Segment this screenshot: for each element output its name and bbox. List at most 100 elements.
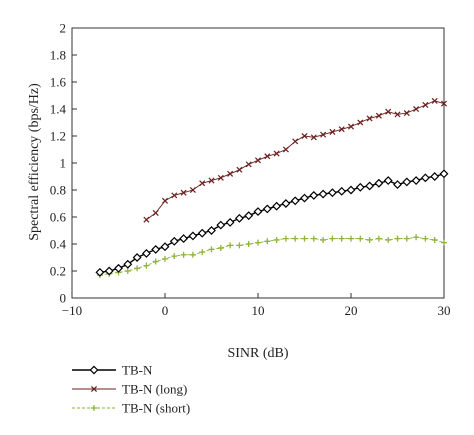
y-tick-label: 0.4	[50, 237, 67, 252]
y-tick-label: 1	[60, 156, 67, 171]
data-point	[262, 204, 272, 214]
legend-item: TB-N	[72, 363, 153, 378]
data-point	[431, 236, 438, 243]
legend: TB-N TB-N (long) TB-N (short)	[72, 363, 190, 416]
data-point	[385, 236, 392, 243]
x-tick-label: −10	[62, 303, 82, 318]
data-point	[227, 242, 234, 249]
data-point	[394, 235, 401, 242]
x-tick-label: 10	[252, 303, 265, 318]
data-point	[245, 241, 252, 247]
data-point	[374, 178, 384, 188]
data-point	[132, 253, 142, 262]
legend-item: TB-N (long)	[72, 382, 187, 397]
data-point	[123, 259, 133, 269]
data-point	[375, 112, 382, 119]
x-tick-label: 20	[345, 303, 358, 318]
series-tb-n-long	[143, 97, 448, 223]
legend-item: TB-N (short)	[72, 401, 190, 416]
data-point	[197, 228, 207, 238]
data-point	[413, 105, 420, 113]
data-point	[403, 235, 410, 242]
data-point	[244, 211, 254, 221]
data-point	[225, 217, 235, 227]
legend-marker	[91, 405, 97, 411]
legend-marker	[90, 385, 98, 393]
data-point	[114, 263, 123, 273]
data-point	[141, 249, 151, 258]
data-point	[282, 235, 289, 242]
data-point	[152, 209, 159, 216]
data-point	[264, 238, 271, 245]
data-point	[422, 235, 429, 242]
data-point	[310, 134, 317, 141]
data-point	[402, 177, 412, 187]
data-point	[169, 236, 179, 246]
data-point	[338, 235, 345, 242]
data-point	[199, 249, 206, 256]
data-point	[292, 138, 299, 145]
legend-marker	[89, 365, 99, 375]
x-tick-label: 0	[162, 303, 169, 318]
data-point	[347, 123, 355, 130]
y-tick-label: 0.6	[50, 210, 67, 225]
data-point	[95, 267, 105, 277]
data-point	[208, 246, 215, 253]
data-point	[394, 111, 401, 118]
y-tick-label: 1.2	[50, 129, 66, 144]
y-axis-label: Spectral efficiency (bps/Hz)	[27, 83, 42, 241]
axis-ticks	[71, 27, 445, 299]
data-point	[254, 157, 262, 164]
data-point	[366, 115, 373, 122]
data-point	[292, 235, 299, 242]
data-point	[104, 266, 114, 276]
data-point	[441, 239, 447, 246]
data-point	[171, 192, 178, 199]
data-point	[134, 265, 141, 272]
data-point	[337, 186, 347, 196]
data-point	[143, 216, 150, 223]
data-point	[253, 207, 263, 217]
data-point	[171, 253, 178, 260]
data-point	[357, 119, 364, 126]
data-point	[329, 235, 336, 242]
data-point	[217, 245, 224, 252]
data-point	[357, 235, 364, 242]
data-point	[234, 213, 244, 223]
legend-label: TB-N (short)	[122, 401, 190, 416]
data-point	[346, 185, 356, 195]
series-tb-n	[95, 169, 449, 277]
data-point	[227, 170, 234, 177]
data-point	[160, 242, 170, 252]
data-point	[162, 255, 168, 262]
data-point	[161, 197, 169, 204]
data-point	[413, 234, 420, 241]
data-point	[216, 220, 226, 230]
data-point	[366, 236, 373, 243]
data-point	[365, 181, 375, 191]
x-axis-label: SINR (dB)	[227, 346, 288, 361]
data-point	[255, 239, 261, 246]
x-tick-label: 30	[438, 303, 451, 318]
series-line	[99, 236, 445, 276]
data-point	[411, 176, 421, 185]
data-point	[383, 176, 393, 185]
series-line	[99, 173, 445, 274]
y-tick-label: 0.2	[50, 264, 66, 279]
data-point	[422, 101, 429, 108]
data-point	[236, 166, 243, 173]
data-point	[180, 251, 187, 258]
data-point	[431, 97, 438, 104]
data-point	[338, 126, 345, 133]
series-group	[95, 97, 449, 279]
data-point	[375, 235, 382, 242]
data-point	[329, 128, 336, 135]
data-point	[301, 235, 308, 242]
data-point	[188, 231, 198, 241]
data-point	[264, 153, 271, 160]
data-point	[301, 132, 308, 140]
data-point	[300, 193, 309, 203]
y-tick-label: 0.8	[50, 183, 66, 198]
series-tb-n-short	[96, 234, 447, 279]
